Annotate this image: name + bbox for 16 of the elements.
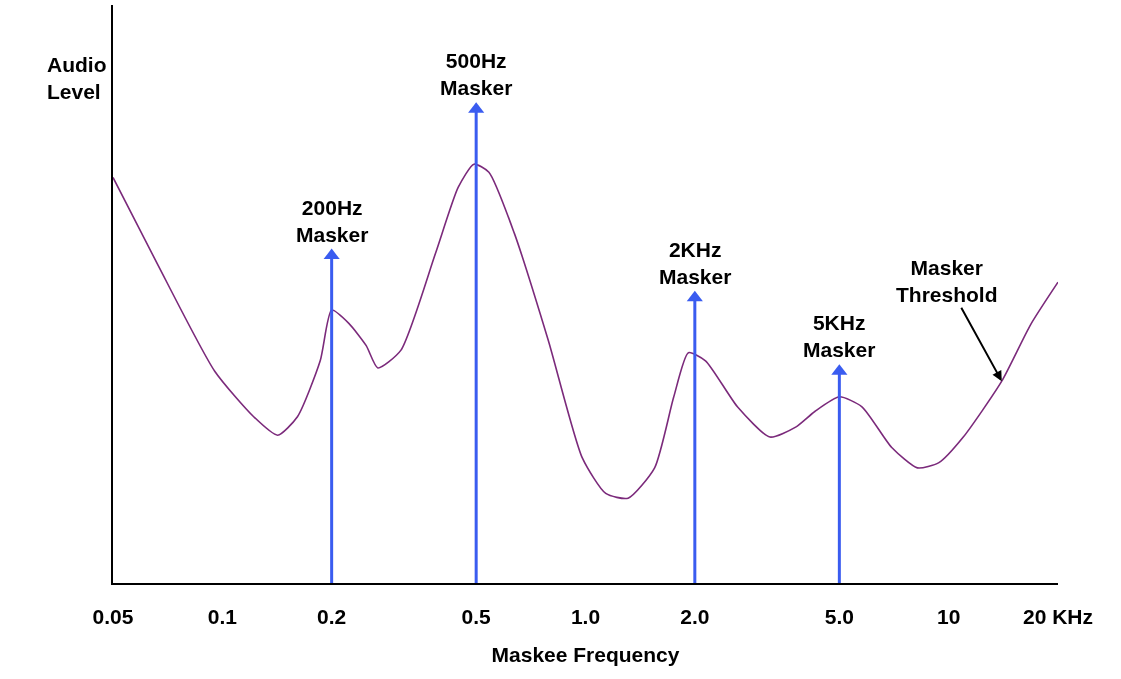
y-axis-title: Audio Level — [47, 53, 107, 104]
annotation: 5KHz Masker — [803, 311, 876, 362]
annotation: 2KHz Masker — [659, 238, 732, 289]
annotation: 500Hz Masker — [440, 49, 513, 100]
x-tick-label: 20 KHz — [1022, 604, 1094, 628]
series-label: Masker Threshold — [896, 256, 998, 307]
x-axis-title: Maskee Frequency — [491, 642, 680, 666]
x-tick-label: 0.1 — [207, 604, 238, 628]
x-tick-label: 5.0 — [824, 604, 854, 628]
x-tick-label: 10 — [936, 604, 961, 628]
x-tick-label: 0.2 — [317, 604, 347, 628]
x-tick-label: 0.05 — [92, 604, 134, 628]
annotation: 200Hz Masker — [296, 196, 369, 247]
x-tick-label: 1.0 — [570, 604, 601, 628]
x-tick-label: 0.5 — [461, 604, 492, 628]
x-tick-label: 2.0 — [680, 604, 710, 628]
